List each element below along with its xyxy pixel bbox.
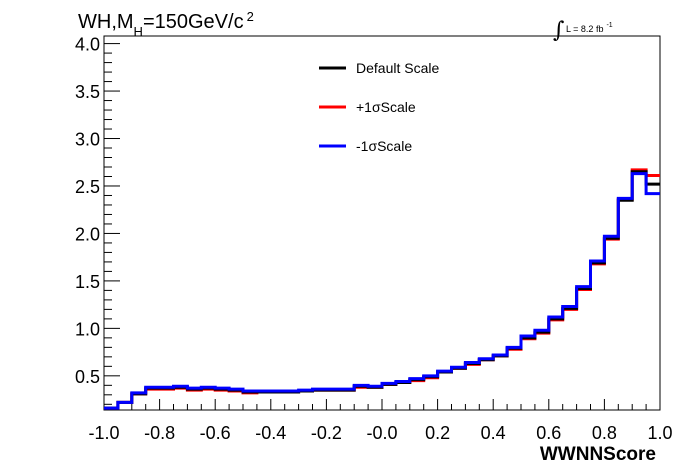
y-tick-label: 2.5 bbox=[75, 177, 100, 197]
x-tick-label: -0.6 bbox=[200, 423, 231, 443]
y-tick-label: 3.0 bbox=[75, 130, 100, 150]
x-tick-label: 0.6 bbox=[536, 423, 561, 443]
luminosity-symbol: ∫ bbox=[553, 18, 565, 43]
x-axis-ticks: -1.0 -0.8 -0.6 -0.4 -0.2 -0.0 0.2 0.4 0.6 0.8 1.0 bbox=[88, 399, 673, 443]
plot-frame bbox=[103, 35, 661, 411]
legend-label: Default Scale bbox=[356, 60, 439, 76]
y-tick-label: 0.5 bbox=[75, 367, 100, 387]
x-tick-label: 0.8 bbox=[592, 423, 617, 443]
title-main: WH,M bbox=[78, 11, 134, 33]
title-rest: =150GeV/c bbox=[143, 11, 244, 33]
x-tick-label: -0.8 bbox=[144, 423, 175, 443]
y-tick-label: 2.0 bbox=[75, 224, 100, 244]
x-tick-label: 0.4 bbox=[481, 423, 506, 443]
x-tick-label: -0.0 bbox=[366, 423, 397, 443]
y-axis-ticks: 0.5 1.0 1.5 2.0 2.5 3.0 3.5 4.0 bbox=[75, 35, 120, 405]
x-tick-label: 1.0 bbox=[647, 423, 672, 443]
legend-label: -1σScale bbox=[356, 138, 412, 154]
y-tick-label: 1.5 bbox=[75, 272, 100, 292]
luminosity-annotation: L = 8.2 fb -1 bbox=[566, 22, 613, 34]
series-line bbox=[104, 172, 660, 410]
title-superscript: 2 bbox=[247, 9, 254, 24]
luminosity-text: L = 8.2 fb bbox=[566, 24, 603, 34]
x-tick-label: 0.2 bbox=[425, 423, 450, 443]
y-tick-label: 3.5 bbox=[75, 82, 100, 102]
x-tick-label: -1.0 bbox=[88, 423, 119, 443]
x-axis-title: WWNNScore bbox=[540, 444, 656, 465]
title-subscript: H bbox=[134, 24, 143, 39]
y-tick-label: 4.0 bbox=[75, 35, 100, 55]
x-tick-label: -0.4 bbox=[255, 423, 286, 443]
luminosity-superscript: -1 bbox=[606, 22, 612, 29]
legend: Default Scale +1σScale -1σScale bbox=[319, 60, 439, 154]
y-tick-label: 1.0 bbox=[75, 319, 100, 339]
legend-label: +1σScale bbox=[356, 99, 416, 115]
series-layer bbox=[104, 168, 660, 410]
x-tick-label: -0.2 bbox=[311, 423, 342, 443]
chart-title: WH,MH=150GeV/c 2 bbox=[78, 9, 254, 39]
